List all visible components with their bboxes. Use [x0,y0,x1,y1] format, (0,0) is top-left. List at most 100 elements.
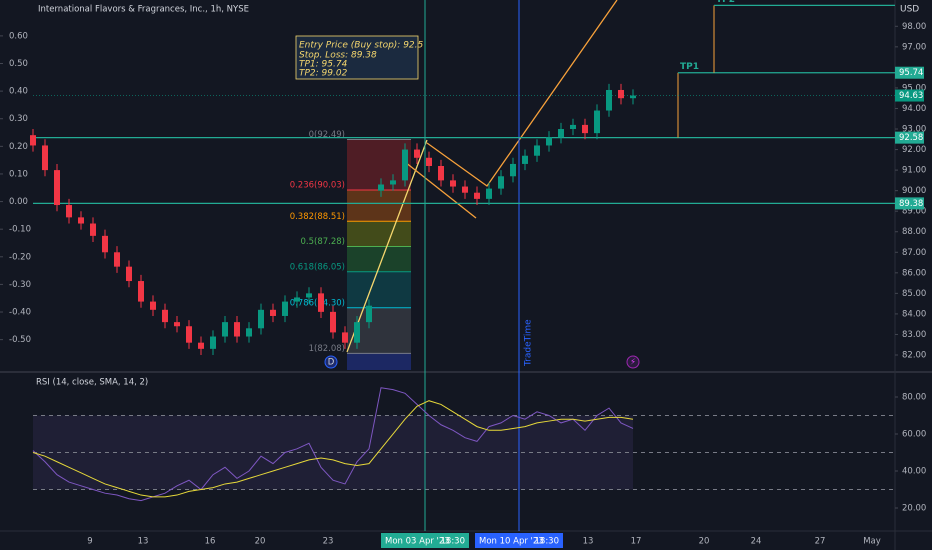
price-tag-label: 92.58 [899,133,923,143]
y-tick-label: 20.00 [902,503,926,513]
y-tick-label: 92.00 [902,145,926,155]
candle-body [246,328,252,337]
candle-body [234,322,240,337]
candle-body [186,326,192,343]
fib-zone [347,139,411,191]
candle-body [270,309,276,316]
candle-body [90,223,96,236]
y-tick-label: 87.00 [902,248,926,258]
vertical-text: TradeTime [524,319,534,367]
cursor-date: Mon 10 Apr '23 [479,537,544,547]
candle-body [402,149,408,181]
flag-line [404,161,477,219]
y2-tick-label: -0.20 [9,252,31,262]
x-tick-label: 27 [815,537,826,547]
candle-body [54,170,60,206]
y-tick-label: 93.00 [902,125,926,135]
candle-body [378,184,384,191]
y-tick-label: 94.00 [902,104,926,114]
price-tag [895,131,924,144]
candle-body [210,336,216,349]
y2-tick-label: 0.30 [9,114,28,124]
candle-body [30,135,36,146]
price-tag [895,197,924,210]
candle-body [318,293,324,312]
x-tick-label: 20 [699,537,710,547]
annotation-text: TP1: 95.74 [299,60,348,70]
y-tick-label: 89.00 [902,207,926,217]
y-tick-label: 82.00 [902,351,926,361]
fib-label: 0.236(90.03) [290,181,345,191]
annotation-text: Entry Price (Buy stop): 92.5 [299,41,424,51]
candle-body [438,165,444,181]
price-tag-label: 89.38 [899,199,923,209]
candle-body [162,309,168,323]
candle-body [582,124,588,134]
candle-body [630,95,636,99]
fib-zone [347,353,411,370]
target-label: TP1 [680,62,699,72]
candle-body [198,342,204,349]
candle-body [474,192,480,199]
fib-zone [347,221,411,247]
fib-zone [347,190,411,222]
price-tag-label: 94.63 [899,91,923,101]
candle-body [354,322,360,343]
candle-body [102,235,108,253]
candle-body [138,281,144,302]
y2-tick-label: 0.00 [9,197,28,207]
candle-body [282,301,288,316]
candle-body [78,217,84,224]
candle-body [426,157,432,166]
event-icon [626,355,640,369]
y2-tick-label: -0.40 [9,308,31,318]
candle-body [306,293,312,298]
y-tick-label: 95.00 [902,83,926,93]
candle-body [534,145,540,156]
y-tick-label: 88.00 [902,227,926,237]
fib-label: 0.786(84.30) [290,298,345,308]
candle-body [330,311,336,333]
candle-body [570,124,576,130]
y-tick-label: 98.00 [902,22,926,32]
candle-body [174,322,180,327]
y2-tick-label: -0.30 [9,280,31,290]
rsi-sma-line [32,400,634,498]
y-tick-label: 83.00 [902,330,926,340]
candle-body [390,180,396,185]
candle-body [594,110,600,134]
annotation-text: Stop. Loss: 89.38 [299,51,377,61]
cursor-tag [475,533,563,548]
y-tick-label: 40.00 [902,467,926,477]
x-tick-label: May [863,537,881,547]
price-tag [895,66,924,79]
annotation-text: TP2: 99.02 [299,69,348,79]
currency: USD [900,5,919,15]
candle-body [342,332,348,343]
fib-label: 1(82.08) [309,344,345,354]
fib-label: 0(92.49) [309,130,345,140]
candle-body [258,309,264,329]
chart-title: International Flavors & Fragrances, Inc.… [38,5,249,15]
fib-label: 0.5(87.28) [301,237,345,247]
candle-body [366,305,372,323]
candle-body [450,180,456,187]
x-tick-label: 23 [323,537,334,547]
candle-body [114,252,120,267]
fib-zone [347,271,411,308]
y-tick-label: 80.00 [902,393,926,403]
price-tag-label: 95.74 [899,68,923,78]
y-tick-label: 90.00 [902,186,926,196]
y2-tick-label: 0.20 [9,142,28,152]
x-tick-label: 17 [631,537,642,547]
candle-body [618,89,624,99]
event-icon-glyph: ⚡ [630,358,636,368]
x-tick-label: 9 [87,537,92,547]
price-tag [895,89,924,102]
candle-body [126,266,132,282]
y-tick-label: 60.00 [902,430,926,440]
candle-body [510,163,516,177]
cursor-time: 18:30 [535,537,560,547]
candle-body [150,301,156,310]
